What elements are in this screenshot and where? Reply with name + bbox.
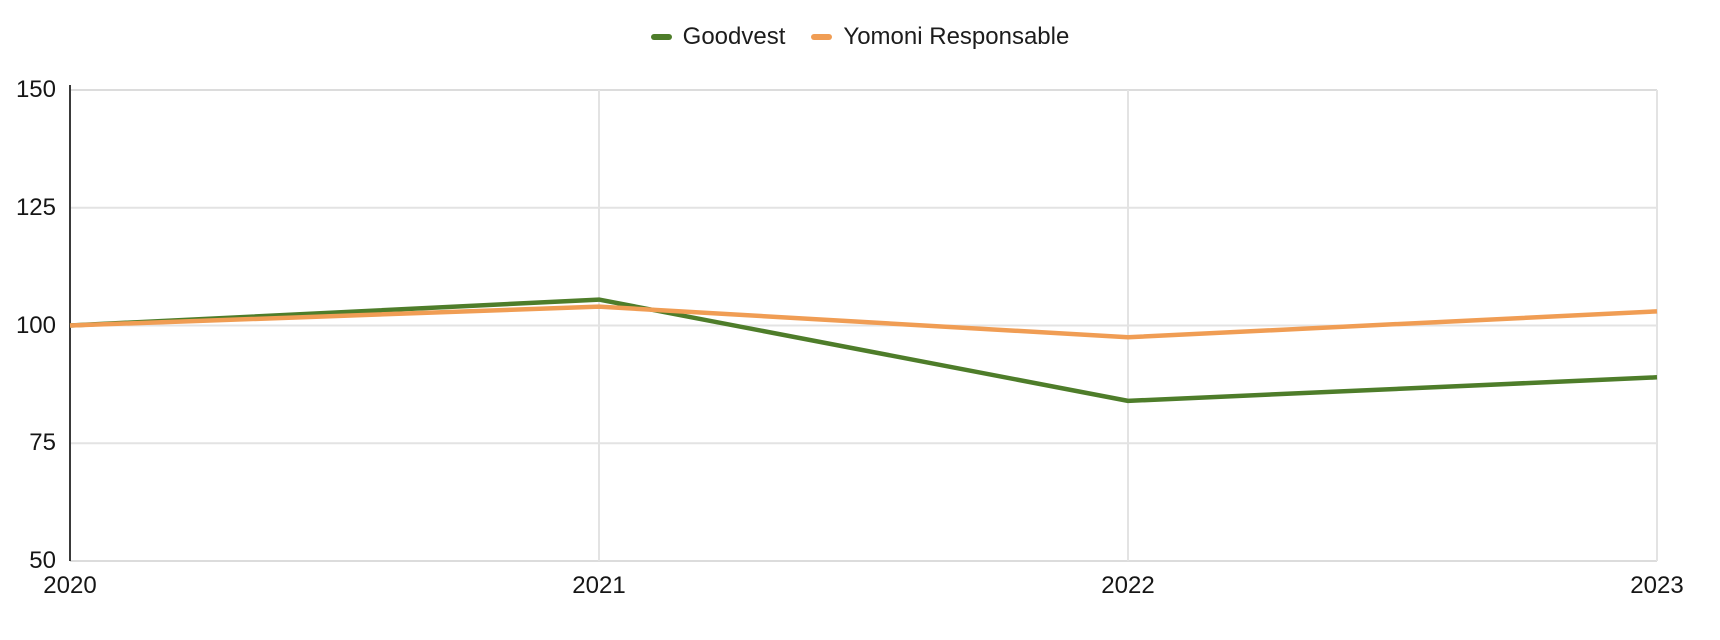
series-line-yomoni-responsable	[69, 304, 1658, 340]
x-tick-label-2020: 2020	[43, 572, 97, 599]
x-tick-label-2022: 2022	[1101, 572, 1155, 599]
legend-label-goodvest: Goodvest	[682, 23, 786, 50]
y-tick-label-125: 125	[15, 193, 56, 221]
y-tick-label-75: 75	[29, 429, 56, 457]
legend-item-goodvest: Goodvest	[650, 22, 786, 52]
y-tick-label-50: 50	[29, 547, 56, 574]
goodvest-line-dash-icon	[650, 34, 672, 40]
legend-item-yomoni-responsable: Yomoni Responsable	[811, 22, 1069, 52]
legend-label-yomoni-responsable: Yomoni Responsable	[843, 23, 1070, 50]
y-tick-label-150: 150	[15, 76, 56, 103]
series-line-goodvest	[69, 297, 1658, 404]
yomoni-responsable-line-dash-icon	[811, 34, 833, 40]
x-tick-label-2021: 2021	[572, 572, 626, 599]
y-tick-label-100: 100	[15, 311, 56, 339]
x-tick-label-2023: 2023	[1630, 572, 1684, 599]
chart-legend: Goodvest Yomoni Responsable	[0, 22, 1720, 52]
